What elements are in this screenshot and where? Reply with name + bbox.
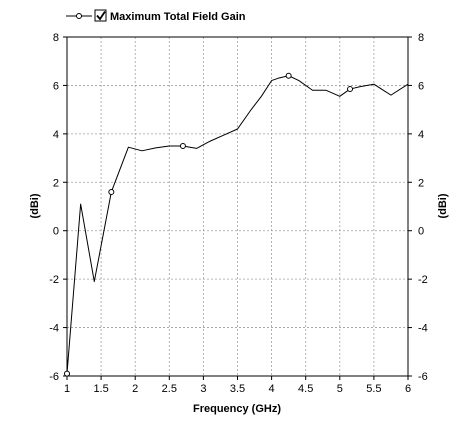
y-axis-title-left: (dBi) (29, 193, 41, 218)
series-layer (64, 72, 409, 377)
x-tick-labels: 1 1.5 2 2.5 3 3.5 4 4.5 5 5.5 6 (64, 383, 411, 395)
y-tick-label-right: 0 (418, 226, 424, 238)
y-tick-label-right: 2 (418, 177, 424, 189)
x-tick-label: 1 (64, 383, 70, 395)
x-tick-label: 3.5 (230, 383, 245, 395)
x-tick-label: 6 (405, 383, 411, 395)
y-tick-label-left: 0 (53, 226, 59, 238)
legend-label: Maximum Total Field Gain (110, 11, 246, 23)
legend: Maximum Total Field Gain (66, 9, 246, 23)
y-tick-label-right: 6 (418, 80, 424, 92)
y-tick-label-left: 6 (53, 80, 59, 92)
y-tick-label-left: 2 (53, 177, 59, 189)
legend-checkbox[interactable] (94, 9, 107, 22)
data-point-marker (64, 370, 70, 377)
legend-marker-sample (76, 13, 82, 19)
x-axis-title: Frequency (GHz) (193, 403, 281, 415)
y-tick-labels-right: -6 -4 -2 0 2 4 6 8 (418, 32, 428, 383)
x-tick-label: 5 (337, 383, 343, 395)
y-tick-label-right: -4 (418, 323, 428, 335)
y-tick-label-left: -2 (49, 274, 59, 286)
data-point-marker (347, 86, 354, 93)
y-tick-label-left: 8 (53, 32, 59, 44)
x-tick-label: 5.5 (366, 383, 381, 395)
x-tick-label: 4 (269, 383, 275, 395)
x-tick-label: 2 (132, 383, 138, 395)
data-point-marker (285, 72, 292, 79)
x-tick-label: 1.5 (93, 383, 108, 395)
y-axis-title-right: (dBi) (437, 193, 449, 218)
x-tick-label: 4.5 (298, 383, 313, 395)
data-point-marker (108, 188, 115, 195)
y-tick-label-right: 4 (418, 129, 424, 141)
y-tick-labels-left: -6 -4 -2 0 2 4 6 8 (49, 32, 59, 383)
ticks (63, 36, 412, 380)
grid (67, 37, 408, 376)
series-line-gain (66, 75, 409, 374)
y-tick-label-right: 8 (418, 32, 424, 44)
y-tick-label-left: -4 (49, 323, 59, 335)
x-tick-label: 2.5 (162, 383, 177, 395)
checkmark-icon (96, 11, 106, 21)
y-tick-label-left: 4 (53, 129, 59, 141)
data-point-marker (179, 142, 186, 149)
x-tick-label: 3 (200, 383, 206, 395)
y-tick-label-left: -6 (49, 371, 59, 383)
y-tick-label-right: -2 (418, 274, 428, 286)
y-tick-label-right: -6 (418, 371, 428, 383)
